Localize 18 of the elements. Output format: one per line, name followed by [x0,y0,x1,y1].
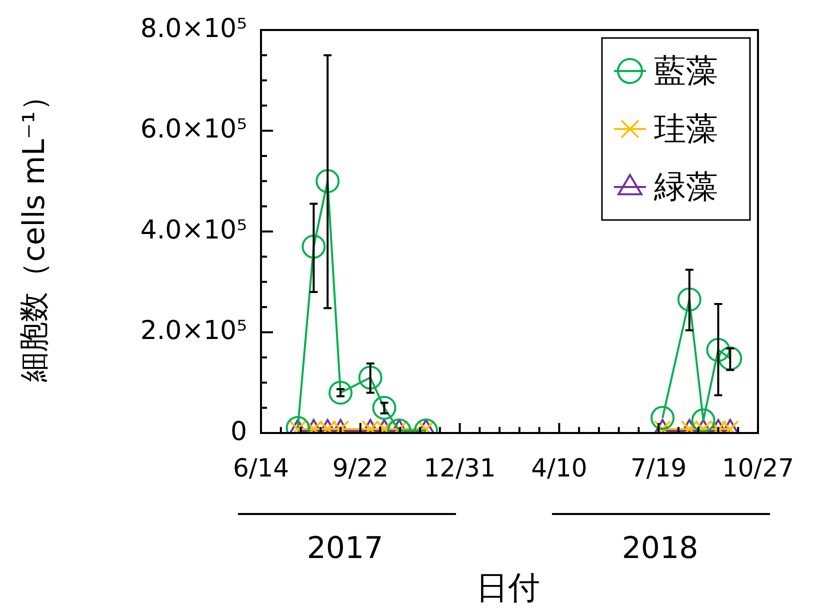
y-tick-label: 8.0×10⁵ [140,14,247,44]
x-tick-label: 7/19 [630,454,687,482]
y-axis-title: 細胞数（cells mL⁻¹） [16,81,52,383]
x-tick-label: 6/14 [232,454,290,482]
legend-label: 珪藻 [654,109,718,148]
y-tick-label: 2.0×10⁵ [140,316,247,346]
text: 2017 [306,530,384,566]
x-tick-label: 12/31 [424,454,496,482]
x-tick-label: 10/27 [722,454,794,482]
x-tick-label: 9/22 [332,454,388,482]
y-tick-label: 0 [230,416,247,447]
text: 2018 [622,530,698,566]
y-tick-label: 6.0×10⁵ [140,114,247,144]
x-axis-title: 日付 [476,568,540,606]
legend-label: 藍藻 [654,51,718,90]
y-tick-label: 4.0×10⁵ [140,215,247,246]
x-tick-label: 4/10 [531,454,588,482]
legend-label: 緑藻 [652,167,718,206]
